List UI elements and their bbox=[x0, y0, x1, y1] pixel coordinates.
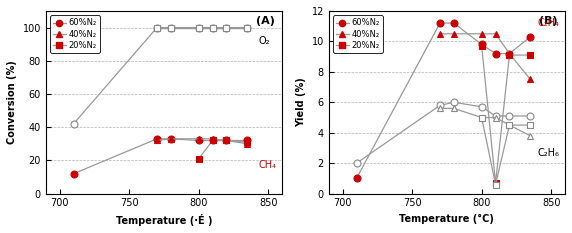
Text: (B): (B) bbox=[539, 16, 558, 26]
X-axis label: Temperature (°C): Temperature (°C) bbox=[399, 214, 494, 224]
Text: C₂H₆: C₂H₆ bbox=[537, 147, 559, 158]
Legend: 60%N₂, 40%N₂, 20%N₂: 60%N₂, 40%N₂, 20%N₂ bbox=[50, 15, 100, 53]
Text: C₂H₄: C₂H₄ bbox=[537, 18, 559, 28]
Text: (A): (A) bbox=[256, 16, 275, 26]
X-axis label: Temperature (·É ): Temperature (·É ) bbox=[116, 214, 212, 226]
Y-axis label: Yield (%): Yield (%) bbox=[296, 77, 306, 127]
Y-axis label: Conversion (%): Conversion (%) bbox=[7, 60, 17, 144]
Text: O₂: O₂ bbox=[259, 36, 270, 46]
Legend: 60%N₂, 40%N₂, 20%N₂: 60%N₂, 40%N₂, 20%N₂ bbox=[333, 15, 383, 53]
Text: CH₄: CH₄ bbox=[259, 160, 276, 170]
